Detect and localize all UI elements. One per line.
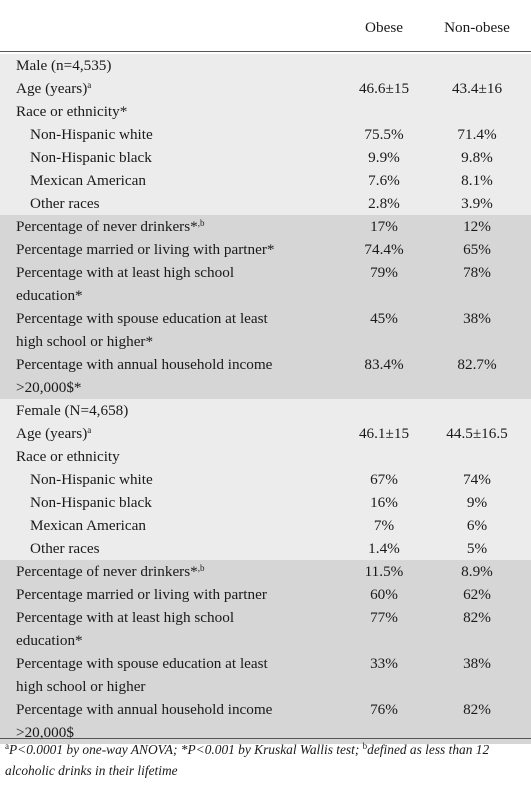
female-group-row: Female (N=4,658) (0, 399, 531, 422)
obese-value: 9.9% (368, 149, 400, 166)
table-row: Race or ethnicity* (0, 100, 531, 123)
obese-value: 7.6% (368, 172, 400, 189)
obese-value: 17% (370, 218, 398, 235)
obese-value: 2.8% (368, 195, 400, 212)
nonobese-value: 82% (463, 609, 491, 626)
row-label: Percentage of never drinkers*,b (16, 218, 205, 235)
nonobese-value: 78% (463, 264, 491, 281)
header-nonobese: Non-obese (444, 19, 510, 36)
male-group-label: Male (n=4,535) (16, 57, 112, 74)
obese-value: 75.5% (364, 126, 404, 143)
table-row: Percentage with at least high school educ… (0, 261, 531, 307)
obese-value: 79% (370, 264, 398, 281)
nonobese-value: 44.5±16.5 (446, 425, 508, 442)
row-label: Percentage married or living with partne… (16, 586, 267, 603)
table-row: Percentage married or living with partne… (0, 583, 531, 606)
obese-value: 76% (370, 701, 398, 718)
table-row: Percentage married or living with partne… (0, 238, 531, 261)
obese-value: 1.4% (368, 540, 400, 557)
demographics-table: Obese Non-obese Male (n=4,535) Age (year… (0, 0, 531, 744)
row-label: Race or ethnicity (16, 448, 120, 465)
row-label: Mexican American (30, 172, 146, 189)
obese-value: 83.4% (364, 356, 404, 373)
obese-value: 33% (370, 655, 398, 672)
row-label: Mexican American (30, 517, 146, 534)
row-label: Percentage with spouse education at leas… (16, 655, 268, 695)
row-label: Percentage with spouse education at leas… (16, 310, 268, 350)
table-row: Other races 2.8% 3.9% (0, 192, 531, 215)
nonobese-value: 38% (463, 310, 491, 327)
table-row: Mexican American 7% 6% (0, 514, 531, 537)
table-row: Non-Hispanic white 67% 74% (0, 468, 531, 491)
table-row: Percentage with annual household income >… (0, 698, 531, 744)
table-header: Obese Non-obese (0, 0, 531, 52)
row-label: Percentage of never drinkers*,b (16, 563, 205, 580)
nonobese-value: 38% (463, 655, 491, 672)
row-label: Percentage married or living with partne… (16, 241, 275, 258)
obese-value: 60% (370, 586, 398, 603)
table-row: Non-Hispanic black 16% 9% (0, 491, 531, 514)
row-label: Percentage with annual household income >… (16, 701, 273, 741)
table-row: Percentage of never drinkers*,b 11.5% 8.… (0, 560, 531, 583)
nonobese-value: 43.4±16 (451, 80, 503, 97)
header-obese: Obese (365, 19, 403, 36)
male-group-row: Male (n=4,535) (0, 54, 531, 77)
nonobese-value: 3.9% (461, 195, 493, 212)
table-row: Non-Hispanic white 75.5% 71.4% (0, 123, 531, 146)
nonobese-value: 65% (463, 241, 491, 258)
nonobese-value: 9% (466, 494, 488, 511)
table-row: Race or ethnicity (0, 445, 531, 468)
nonobese-value: 71.4% (457, 126, 497, 143)
table-row: Other races 1.4% 5% (0, 537, 531, 560)
table-footnote: aP<0.0001 by one-way ANOVA; *P<0.001 by … (0, 738, 531, 781)
obese-value: 74.4% (364, 241, 404, 258)
obese-value: 45% (370, 310, 398, 327)
table-row: Mexican American 7.6% 8.1% (0, 169, 531, 192)
nonobese-value: 5% (466, 540, 488, 557)
obese-value: 77% (370, 609, 398, 626)
nonobese-value: 74% (463, 471, 491, 488)
nonobese-value: 6% (466, 517, 488, 534)
row-label: Non-Hispanic white (30, 126, 153, 143)
row-label: Race or ethnicity* (16, 103, 128, 120)
obese-value: 46.6±15 (358, 80, 410, 97)
table-row: Percentage with annual household income >… (0, 353, 531, 399)
obese-value: 67% (370, 471, 398, 488)
row-label: Percentage with at least high school educ… (16, 264, 235, 304)
table-row: Age (years)a 46.1±15 44.5±16.5 (0, 422, 531, 445)
nonobese-value: 8.9% (461, 563, 493, 580)
obese-value: 16% (370, 494, 398, 511)
female-group-label: Female (N=4,658) (16, 402, 129, 419)
row-label: Non-Hispanic black (30, 149, 152, 166)
nonobese-value: 12% (463, 218, 491, 235)
row-label: Percentage with annual household income >… (16, 356, 273, 396)
table-row: Percentage of never drinkers*,b 17% 12% (0, 215, 531, 238)
obese-value: 11.5% (364, 563, 404, 580)
nonobese-value: 8.1% (461, 172, 493, 189)
row-label: Age (years)a (16, 425, 92, 442)
row-label: Non-Hispanic black (30, 494, 152, 511)
row-label: Percentage with at least high school educ… (16, 609, 235, 649)
table-row: Non-Hispanic black 9.9% 9.8% (0, 146, 531, 169)
nonobese-value: 62% (463, 586, 491, 603)
nonobese-value: 82% (463, 701, 491, 718)
obese-value: 7% (373, 517, 395, 534)
obese-value: 46.1±15 (358, 425, 410, 442)
table-row: Percentage with spouse education at leas… (0, 652, 531, 698)
table-row: Age (years)a 46.6±15 43.4±16 (0, 77, 531, 100)
nonobese-value: 82.7% (457, 356, 497, 373)
row-label: Other races (30, 540, 100, 557)
nonobese-value: 9.8% (461, 149, 493, 166)
table-row: Percentage with at least high school educ… (0, 606, 531, 652)
row-label: Age (years)a (16, 80, 92, 97)
table-row: Percentage with spouse education at leas… (0, 307, 531, 353)
row-label: Other races (30, 195, 100, 212)
row-label: Non-Hispanic white (30, 471, 153, 488)
